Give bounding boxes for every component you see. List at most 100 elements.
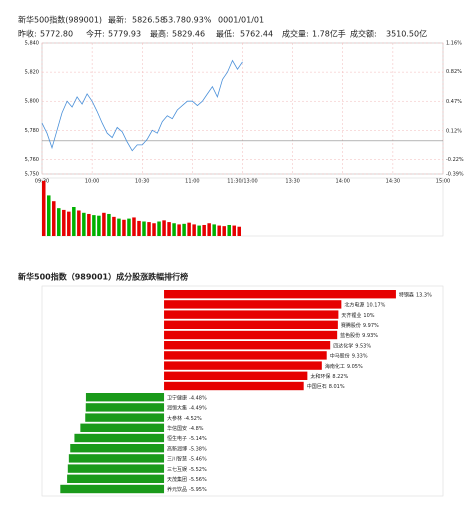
category-label: 天茂集团 [167, 476, 187, 483]
value-label: 9.53% [355, 343, 371, 349]
category-label: 三川智慧 [167, 455, 187, 462]
value-label: 8.01% [329, 384, 345, 390]
value-label: 10.17% [366, 302, 385, 308]
volume-bar [42, 180, 46, 236]
value-label: 9.05% [347, 363, 363, 369]
category-label: 高新润博 [167, 445, 187, 452]
category-label: 蓝色股份 [340, 332, 360, 339]
y2-tick-label: 0.47% [446, 99, 462, 105]
volume-bar [182, 223, 186, 236]
header-text: 5779.93 [108, 30, 141, 39]
bar-label: 卫宁健康 -4.48% [167, 394, 207, 401]
bar-label: 三川智慧 -5.46% [167, 455, 207, 462]
volume-bar [207, 223, 211, 236]
header-text: 53.78 [163, 16, 186, 25]
y-tick-label: 5,840 [25, 41, 39, 47]
header-text: 0.93% [186, 16, 212, 25]
volume-bar [52, 201, 56, 236]
x-tick-label: 14:00 [336, 179, 350, 185]
category-label: 卫宁健康 [167, 394, 187, 401]
category-label: 大参林 [167, 414, 182, 421]
bar [164, 381, 304, 391]
bar-label: 赛腾股份 9.97% [341, 322, 379, 329]
volume-bar [212, 224, 216, 236]
bar [164, 351, 327, 360]
volume-bar [237, 226, 241, 236]
bar [67, 464, 165, 473]
volume-bar [57, 208, 61, 236]
volume-bar [152, 223, 156, 236]
y-tick-label: 5,800 [25, 99, 39, 105]
category-label: 华信国安 [167, 425, 187, 432]
value-label: 9.97% [363, 323, 379, 329]
header-text: 3510.50亿 [386, 29, 427, 39]
volume-bar [102, 212, 106, 236]
category-label: 中国巨石 [307, 383, 327, 390]
bar-label: 中马股份 9.33% [330, 352, 368, 359]
header-text: 1.78亿手 [312, 29, 346, 39]
y2-tick-label: 1.16% [446, 41, 462, 47]
volume-bar [192, 224, 196, 236]
bar [164, 341, 331, 350]
volume-bar [47, 195, 51, 236]
bar-label: 养元饮品 -5.95% [167, 486, 207, 493]
value-label: -4.8% [189, 426, 204, 432]
bar [80, 423, 165, 432]
category-label: 北方电源 [344, 301, 364, 308]
header-text: 成交量: [282, 29, 309, 39]
header-text: 5826.58 [132, 16, 165, 25]
volume-bar [222, 226, 226, 236]
volume-bar [147, 222, 151, 236]
volume-bar [87, 213, 91, 236]
volume-bar [157, 221, 161, 236]
x-tick-label: 14:30 [386, 179, 400, 185]
volume-bar [67, 211, 71, 236]
bar-label: 华信国安 -4.8% [167, 425, 204, 432]
volume-bar [112, 216, 116, 236]
x-tick-label: 10:30 [135, 179, 149, 185]
bar-label: 太和环保 8.22% [310, 373, 348, 380]
bar-label: 天茂集团 -5.56% [167, 476, 207, 483]
bar-label: 恒生电子 -5.14% [167, 435, 207, 442]
volume-bar [77, 210, 81, 236]
volume-bar [92, 215, 96, 236]
category-label: 中马股份 [330, 352, 350, 359]
bar-label: 北方电源 10.17% [344, 301, 385, 308]
y2-tick-label: 0.12% [446, 128, 462, 134]
bar [74, 433, 165, 443]
volume-bar [197, 225, 201, 236]
y2-tick-label: -0.22% [446, 157, 464, 163]
volume-bar [107, 213, 111, 236]
header-text: 5772.80 [40, 30, 73, 39]
volume-bar [217, 225, 221, 236]
x-tick-label: 11:00 [185, 179, 199, 185]
value-label: -4.48% [189, 395, 207, 401]
bar [164, 290, 396, 299]
header-text: 成交额: [350, 29, 377, 39]
value-label: -5.95% [189, 487, 207, 493]
volume-bar [137, 220, 141, 236]
y-tick-label: 5,750 [25, 172, 39, 178]
value-label: 9.33% [352, 353, 368, 359]
volume-bar [117, 218, 121, 236]
volume-bar [82, 212, 86, 236]
bar-label: 蓝色股份 9.93% [340, 332, 378, 339]
volume-bar [162, 220, 166, 236]
bar-label: 海南化工 9.05% [325, 362, 363, 369]
category-label: 太和环保 [310, 373, 330, 380]
category-label: 四达化学 [333, 342, 353, 349]
bar [164, 330, 338, 340]
bar-label: 高新润博 -5.38% [167, 445, 207, 452]
bar [85, 403, 165, 412]
bar-label: 中国巨石 8.01% [307, 383, 345, 390]
volume-bar [227, 224, 231, 236]
volume-bar [187, 222, 191, 236]
y-tick-label: 5,760 [25, 157, 39, 163]
value-label: -5.56% [189, 477, 207, 483]
bar [85, 413, 165, 422]
bar [68, 454, 165, 463]
ranking-frame [41, 285, 444, 497]
value-label: -5.38% [189, 446, 207, 452]
bar [164, 300, 342, 309]
bar [60, 484, 165, 494]
